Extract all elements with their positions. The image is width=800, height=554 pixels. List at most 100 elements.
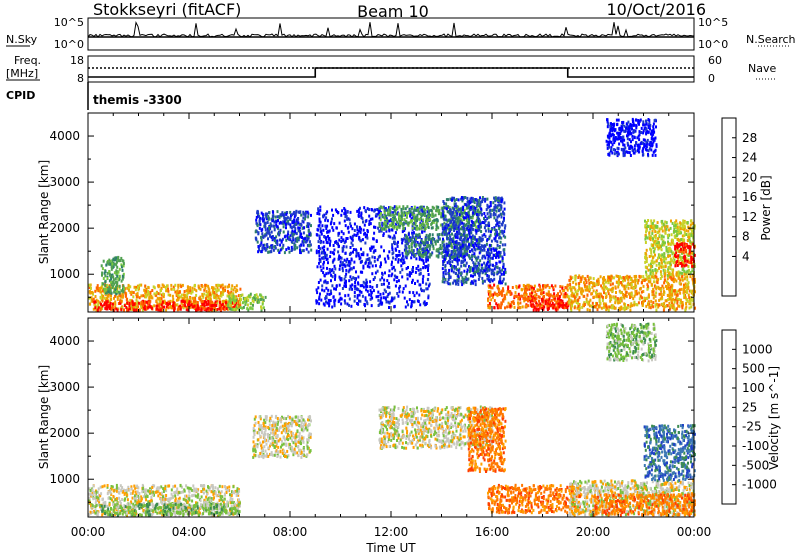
power-echo-region-0 — [156, 302, 159, 306]
power-echo-region-8 — [447, 243, 450, 247]
power-echo-region-8 — [450, 269, 453, 273]
power-echo-region-1 — [140, 302, 143, 306]
power-echo-region-4 — [279, 248, 282, 252]
power-echo-region-5 — [394, 257, 397, 261]
power-echo-region-3 — [228, 297, 231, 301]
power-echo-region-7 — [404, 255, 407, 259]
power-echo-region-0 — [90, 299, 93, 303]
power-echo-region-11 — [688, 306, 691, 310]
power-echo-region-5 — [345, 285, 347, 288]
power-echo-region-8 — [467, 205, 470, 209]
power-echo-region-5 — [318, 237, 321, 241]
power-echo-region-0 — [176, 289, 179, 293]
power-echo-region-5 — [318, 254, 321, 258]
power-echo-region-11 — [652, 301, 655, 305]
power-echo-region-5 — [391, 228, 394, 232]
power-echo-region-5 — [356, 294, 359, 298]
power-echo-region-8 — [473, 208, 476, 212]
power-echo-region-5 — [403, 261, 406, 265]
power-echo-region-11 — [632, 297, 635, 301]
power-echo-region-4 — [308, 222, 311, 226]
power-echo-region-3 — [228, 299, 231, 303]
power-echo-region-6 — [391, 225, 394, 229]
power-echo-region-8 — [453, 199, 456, 203]
power-echo-region-8 — [480, 230, 483, 233]
power-echo-region-5 — [365, 219, 368, 223]
power-echo-region-11 — [663, 302, 666, 306]
power-echo-region-6 — [440, 215, 443, 219]
power-echo-region-0 — [199, 305, 202, 308]
power-echo-region-11 — [667, 284, 670, 288]
power-echo-region-5 — [366, 302, 369, 306]
power-echo-region-11 — [621, 283, 623, 287]
power-echo-region-11 — [578, 308, 581, 312]
power-echo-region-6 — [410, 207, 413, 211]
power-echo-region-8 — [475, 198, 478, 202]
power-echo-region-8 — [455, 223, 458, 227]
power-echo-region-5 — [411, 231, 414, 235]
power-echo-region-5 — [344, 239, 347, 243]
power-echo-region-5 — [327, 230, 329, 234]
power-echo-region-6 — [402, 207, 405, 211]
power-echo-region-9 — [518, 295, 521, 298]
power-echo-region-11 — [639, 275, 642, 279]
power-echo-region-11 — [626, 306, 629, 310]
power-echo-region-11 — [570, 277, 572, 281]
power-echo-region-3 — [236, 304, 239, 308]
power-echo-region-8 — [481, 234, 484, 238]
power-echo-region-11 — [567, 295, 570, 299]
power-echo-region-5 — [379, 278, 382, 282]
power-echo-region-6 — [418, 206, 421, 210]
power-echo-region-0 — [193, 302, 196, 306]
power-echo-region-5 — [329, 289, 332, 293]
power-echo-region-8 — [443, 217, 446, 221]
power-echo-region-8 — [458, 252, 461, 256]
power-echo-region-8 — [473, 245, 475, 249]
power-echo-region-5 — [351, 287, 354, 291]
power-echo-region-7 — [430, 239, 432, 243]
power-echo-region-1 — [116, 308, 119, 312]
power-echo-region-11 — [635, 278, 638, 282]
power-echo-region-7 — [405, 241, 408, 245]
power-echo-region-8 — [481, 279, 484, 283]
power-echo-region-8 — [494, 232, 497, 236]
power-echo-region-5 — [359, 299, 362, 303]
power-echo-region-8 — [483, 248, 486, 252]
power-echo-region-5 — [340, 240, 343, 243]
power-echo-region-7 — [420, 239, 423, 243]
nave-tick-low: 0 — [708, 72, 715, 85]
power-echo-region-11 — [688, 302, 691, 306]
power-echo-region-7 — [412, 240, 415, 244]
power-echo-region-11 — [623, 296, 626, 300]
power-echo-region-1 — [211, 304, 214, 307]
cpid-value: themis -3300 — [93, 93, 182, 107]
nsearch-tick-low: 10^0 — [698, 38, 728, 51]
power-echo-region-5 — [347, 225, 350, 229]
power-echo-region-6 — [416, 219, 418, 223]
power-echo-region-0 — [222, 289, 225, 293]
power-echo-region-0 — [178, 290, 181, 294]
power-echo-region-0 — [90, 296, 93, 300]
power-echo-region-5 — [387, 292, 390, 296]
power-echo-region-8 — [503, 230, 506, 234]
nave-tick-high: 60 — [708, 54, 722, 67]
power-echo-region-0 — [134, 305, 137, 309]
power-echo-region-9 — [496, 294, 499, 298]
power-echo-region-8 — [441, 226, 444, 230]
power-echo-region-9 — [487, 297, 490, 301]
power-echo-region-8 — [470, 200, 473, 204]
power-echo-region-8 — [454, 235, 457, 239]
power-echo-region-5 — [382, 232, 385, 236]
power-echo-region-0 — [88, 283, 91, 287]
power-echo-region-9 — [533, 294, 536, 298]
power-echo-region-7 — [412, 254, 415, 258]
power-echo-region-11 — [571, 286, 574, 290]
power-echo-region-10 — [541, 297, 543, 301]
power-echo-region-10 — [558, 297, 561, 301]
power-echo-region-9 — [559, 285, 562, 289]
power-echo-region-7 — [431, 251, 434, 255]
power-echo-region-5 — [326, 266, 328, 270]
power-echo-region-7 — [441, 250, 444, 254]
power-echo-region-3 — [261, 302, 264, 306]
power-echo-region-8 — [498, 225, 501, 229]
